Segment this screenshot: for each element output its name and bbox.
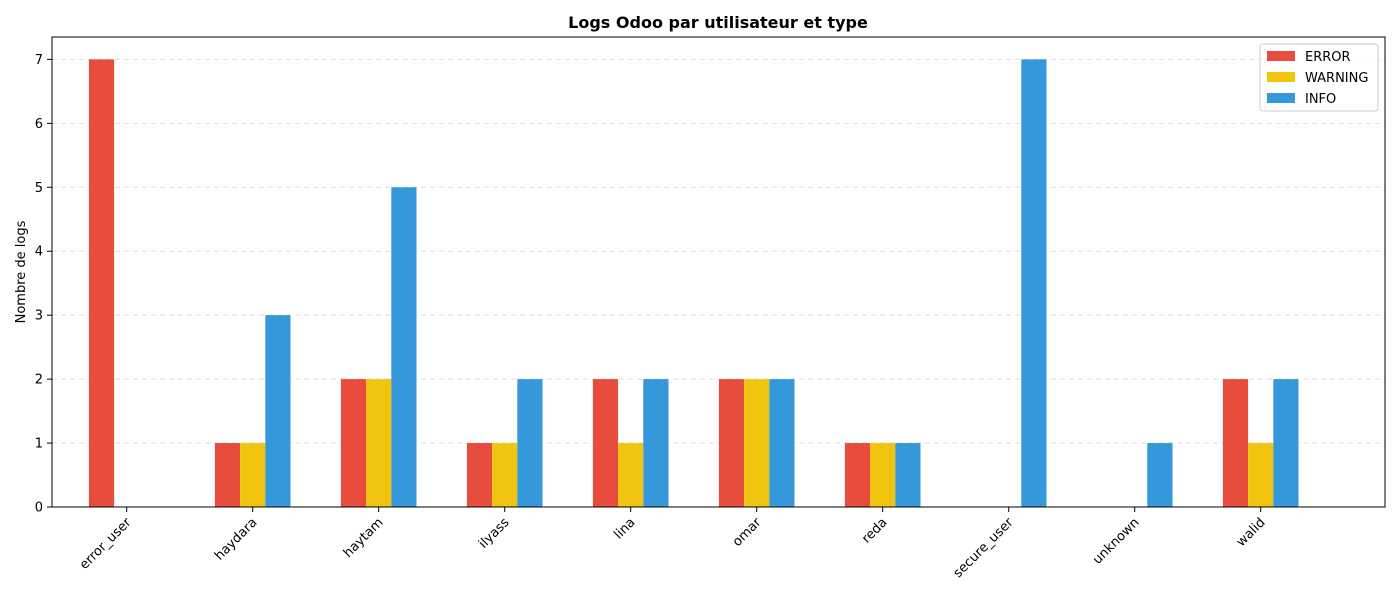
x-tick-label: ilyass xyxy=(476,515,513,552)
y-axis-label: Nombre de logs xyxy=(14,220,29,323)
bar-warning-haytam xyxy=(366,379,392,507)
y-tick-label: 3 xyxy=(35,309,43,324)
x-tick-label: reda xyxy=(859,515,890,546)
y-tick-label: 6 xyxy=(35,117,43,132)
bars xyxy=(88,59,1299,508)
y-tick-label: 0 xyxy=(35,501,43,516)
y-tick-label: 1 xyxy=(35,437,43,452)
legend: ERROR WARNING INFO xyxy=(1259,43,1379,112)
plot-frame xyxy=(51,36,1386,508)
y-tick-label: 7 xyxy=(35,53,43,68)
legend-label-info: INFO xyxy=(1305,92,1336,107)
bar-warning-reda xyxy=(870,443,896,507)
bar-info-unknown xyxy=(1147,443,1173,507)
legend-swatch-info xyxy=(1267,93,1295,103)
bar-error-reda xyxy=(844,443,871,507)
bar-info-secure_user xyxy=(1021,59,1047,507)
bar-warning-lina xyxy=(618,443,644,507)
y-tick-label: 5 xyxy=(35,181,43,196)
bar-info-lina xyxy=(643,379,669,507)
bar-info-haydara xyxy=(265,315,291,507)
bar-info-omar xyxy=(769,379,795,507)
legend-label-warning: WARNING xyxy=(1305,71,1368,86)
bar-info-ilyass xyxy=(517,379,543,507)
bar-warning-omar xyxy=(744,379,770,507)
x-tick-label: omar xyxy=(730,515,765,550)
bar-error-lina xyxy=(592,379,619,507)
y-tick-label: 2 xyxy=(35,373,43,388)
bar-error-walid xyxy=(1222,379,1249,507)
chart-title: Logs Odoo par utilisateur et type xyxy=(568,13,868,32)
x-tick-label: haytam xyxy=(341,515,387,561)
bar-warning-haydara xyxy=(240,443,266,507)
grid-lines xyxy=(52,58,1385,508)
legend-swatch-warning xyxy=(1267,72,1295,82)
bar-error-haydara xyxy=(214,443,241,507)
bar-warning-ilyass xyxy=(492,443,518,507)
legend-swatch-error xyxy=(1267,51,1295,61)
x-tick-label: lina xyxy=(611,515,638,542)
bar-info-reda xyxy=(895,443,921,507)
bar-error-omar xyxy=(718,379,745,507)
bar-error-ilyass xyxy=(466,443,493,507)
bar-info-haytam xyxy=(391,187,417,508)
x-tick-label: walid xyxy=(1234,515,1269,550)
x-tick-label: secure_user xyxy=(951,515,1017,581)
x-tick-label: unknown xyxy=(1090,515,1142,567)
bar-info-walid xyxy=(1273,379,1299,507)
legend-label-error: ERROR xyxy=(1305,50,1351,65)
y-tick-label: 4 xyxy=(35,245,43,260)
bar-error-haytam xyxy=(340,379,367,507)
bar-warning-walid xyxy=(1248,443,1274,507)
bar-error-error_user xyxy=(88,59,115,507)
x-tick-label: haydara xyxy=(212,515,260,563)
x-tick-label: error_user xyxy=(77,515,135,573)
